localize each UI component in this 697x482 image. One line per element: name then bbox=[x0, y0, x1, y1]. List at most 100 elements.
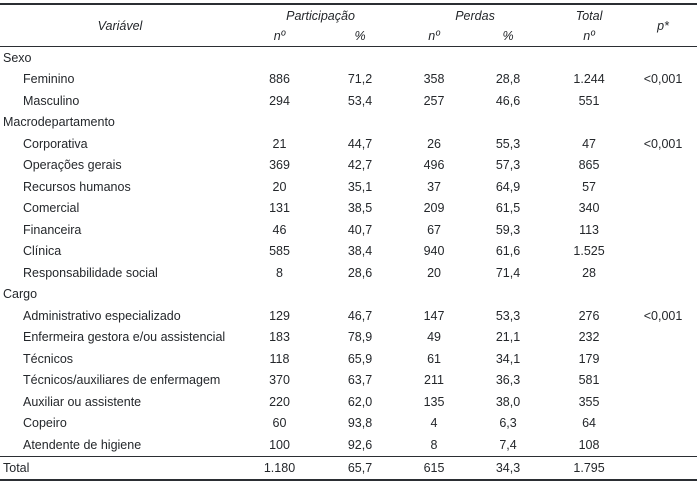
participacao-pct-cell: 53,4 bbox=[347, 93, 373, 108]
participacao-n-cell: 60 bbox=[272, 416, 287, 431]
perdas-pct-cell: 46,6 bbox=[495, 93, 521, 108]
participacao-pct-cell: 92,6 bbox=[347, 437, 373, 452]
table-row: Técnicos 118 65,9 61 34,1 179 bbox=[0, 348, 697, 370]
variable-label-cell: Sexo bbox=[3, 50, 32, 65]
participacao-pct-cell: 71,2 bbox=[347, 72, 373, 87]
variable-label-cell: Feminino bbox=[23, 72, 75, 87]
p-value-cell bbox=[629, 219, 697, 241]
participacao-n-cell: 20 bbox=[272, 179, 287, 194]
perdas-pct-cell: 61,6 bbox=[495, 244, 521, 259]
total-n-cell: 581 bbox=[578, 373, 600, 388]
participacao-pct-cell: 35,1 bbox=[347, 179, 373, 194]
table-row: Enfermeira gestora e/ou assistencial 183 7… bbox=[0, 327, 697, 349]
participacao-pct-cell bbox=[319, 112, 401, 134]
participacao-pct-cell: 62,0 bbox=[347, 394, 373, 409]
table-header: Variável Participação Perdas Total p* nº… bbox=[0, 4, 697, 47]
variable-label-cell: Técnicos bbox=[23, 351, 74, 366]
table-body: Sexo Feminino 886 71,2 358 28,8 1.244 <0,001 Mas… bbox=[0, 47, 697, 480]
participacao-n-cell: 46 bbox=[272, 222, 287, 237]
table-row: Recursos humanos 20 35,1 37 64,9 57 bbox=[0, 176, 697, 198]
perdas-n-cell bbox=[401, 284, 467, 306]
participacao-n-cell bbox=[240, 112, 319, 134]
perdas-n-cell: 67 bbox=[427, 222, 441, 237]
participacao-n-cell: 131 bbox=[269, 201, 290, 216]
participacao-pct-cell: 65,9 bbox=[347, 351, 373, 366]
participacao-n-cell: 129 bbox=[269, 308, 290, 323]
p-value-cell bbox=[629, 198, 697, 220]
perdas-pct-cell: 36,3 bbox=[495, 373, 521, 388]
p-value-cell bbox=[629, 112, 697, 134]
perdas-n-cell: 496 bbox=[423, 158, 445, 173]
participacao-pct-cell: 46,7 bbox=[347, 308, 373, 323]
perdas-pct-cell bbox=[467, 284, 549, 306]
header-p-value: p* bbox=[629, 4, 697, 47]
total-n-cell: 1.244 bbox=[573, 72, 605, 87]
participacao-pct-cell: 65,7 bbox=[319, 455, 402, 480]
total-n-cell: 28 bbox=[582, 265, 596, 280]
perdas-n-cell: 940 bbox=[423, 244, 445, 259]
total-n-cell: 1.795 bbox=[549, 455, 630, 480]
total-n-cell bbox=[549, 284, 629, 306]
total-n-cell: 64 bbox=[582, 416, 596, 431]
variable-label-cell: Responsabilidade social bbox=[23, 265, 158, 280]
p-value-cell bbox=[629, 90, 697, 112]
participacao-pct-cell: 93,8 bbox=[347, 416, 373, 431]
participacao-n-cell bbox=[240, 47, 319, 69]
participacao-n-cell: 585 bbox=[269, 244, 290, 259]
participacao-pct-cell: 38,5 bbox=[347, 201, 373, 216]
p-value-cell bbox=[629, 47, 697, 69]
p-value-cell bbox=[629, 391, 697, 413]
perdas-pct-cell: 6,3 bbox=[499, 416, 517, 431]
perdas-pct-cell: 71,4 bbox=[495, 265, 521, 280]
variable-label-cell: Cargo bbox=[3, 287, 38, 302]
total-n-cell: 57 bbox=[582, 179, 596, 194]
perdas-pct-cell: 55,3 bbox=[495, 136, 521, 151]
variable-label-cell: Masculino bbox=[23, 93, 80, 108]
total-n-cell: 551 bbox=[578, 93, 600, 108]
total-n-cell bbox=[549, 112, 629, 134]
participacao-n-cell: 370 bbox=[269, 373, 290, 388]
total-n-cell bbox=[549, 47, 629, 69]
participacao-n-cell: 294 bbox=[269, 93, 290, 108]
perdas-n-cell: 358 bbox=[423, 72, 445, 87]
perdas-n-cell bbox=[401, 47, 467, 69]
p-value-cell bbox=[629, 413, 697, 435]
perdas-pct-cell: 34,3 bbox=[467, 455, 550, 480]
perdas-n-cell: 61 bbox=[427, 351, 441, 366]
p-value-cell bbox=[629, 262, 697, 284]
perdas-n-cell: 209 bbox=[423, 201, 445, 216]
variable-label-cell: Total bbox=[0, 455, 240, 480]
p-value-cell bbox=[629, 327, 697, 349]
participacao-n-cell: 21 bbox=[272, 136, 287, 151]
statistics-table: Variável Participação Perdas Total p* nº… bbox=[0, 3, 697, 481]
perdas-n-cell: 211 bbox=[424, 373, 444, 388]
participacao-n-cell: 8 bbox=[276, 265, 283, 280]
perdas-pct-cell: 28,8 bbox=[495, 72, 521, 87]
header-perdas: Perdas bbox=[455, 8, 495, 23]
participacao-pct-cell: 44,7 bbox=[347, 136, 373, 151]
p-value-cell bbox=[629, 155, 697, 177]
total-n-cell: 276 bbox=[578, 308, 600, 323]
perdas-n-cell: 147 bbox=[423, 308, 445, 323]
participacao-pct-cell: 40,7 bbox=[347, 222, 373, 237]
variable-label-cell: Técnicos/auxiliares de enfermagem bbox=[23, 373, 221, 388]
p-value-cell: <0,001 bbox=[643, 136, 683, 151]
variable-label-cell: Atendente de higiene bbox=[23, 437, 142, 452]
total-n-cell: 232 bbox=[578, 330, 600, 345]
p-value-cell bbox=[629, 455, 697, 480]
p-value-cell: <0,001 bbox=[643, 308, 683, 323]
table-row: Masculino 294 53,4 257 46,6 551 bbox=[0, 90, 697, 112]
participacao-pct-cell bbox=[319, 47, 401, 69]
table-row: Auxiliar ou assistente 220 62,0 135 38,0 355 bbox=[0, 391, 697, 413]
participacao-pct-cell: 63,7 bbox=[347, 373, 373, 388]
table-row: Atendente de higiene 100 92,6 8 7,4 108 bbox=[0, 434, 697, 456]
section-row: Macrodepartamento bbox=[0, 112, 697, 134]
variable-label-cell: Clínica bbox=[23, 244, 62, 259]
variable-label-cell: Administrativo especializado bbox=[23, 308, 181, 323]
perdas-pct-cell: 64,9 bbox=[495, 179, 521, 194]
perdas-n-cell: 20 bbox=[427, 265, 441, 280]
perdas-pct-cell: 38,0 bbox=[495, 394, 521, 409]
perdas-pct-cell: 59,3 bbox=[495, 222, 521, 237]
table-row: Técnicos/auxiliares de enfermagem 370 63,7… bbox=[0, 370, 697, 392]
